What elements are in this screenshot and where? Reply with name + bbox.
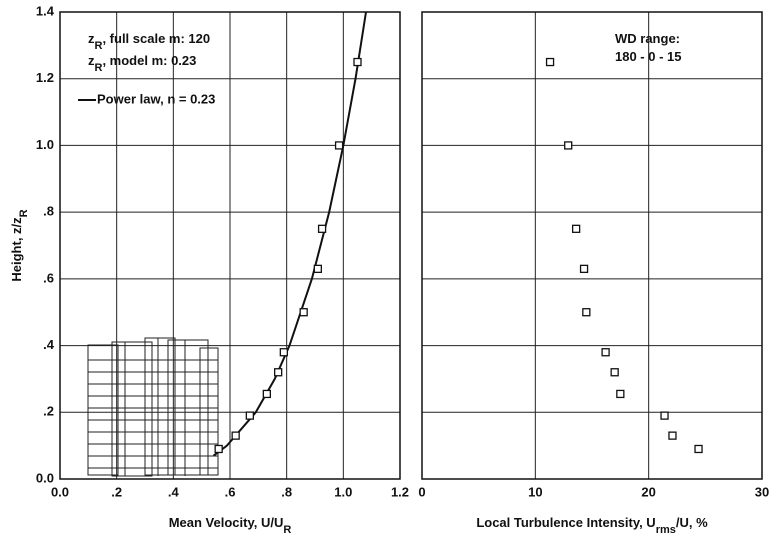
data-point [617, 390, 624, 397]
x-tick-label: 10 [528, 484, 542, 499]
data-point [573, 225, 580, 232]
x-tick-label: 30 [755, 484, 769, 499]
annotation: WD range: [615, 31, 680, 46]
data-point [669, 432, 676, 439]
x-tick-label: .8 [281, 484, 292, 499]
annotation: zR, full scale m: 120 [88, 31, 210, 51]
x-axis-label: Local Turbulence Intensity, Urms/U, % [476, 515, 708, 535]
x-tick-label: 0 [418, 484, 425, 499]
annotation-part: , full scale m: 120 [102, 31, 210, 46]
y-tick-label: .4 [43, 337, 55, 352]
annotation: 180 - 0 - 15 [615, 49, 682, 64]
x-axis-label-part: R [283, 524, 291, 536]
x-axis-label-part: /U, % [676, 515, 708, 530]
annotation-part: 180 - 0 - 15 [615, 49, 682, 64]
data-point [215, 445, 222, 452]
data-point [263, 390, 270, 397]
annotation-part: R [95, 62, 103, 74]
data-point [336, 142, 343, 149]
y-axis-label-part: R [18, 209, 30, 217]
x-tick-label: .6 [225, 484, 236, 499]
data-point [581, 265, 588, 272]
data-point [602, 349, 609, 356]
y-tick-label: .8 [43, 204, 54, 219]
legend-label: Power law, n = 0.23 [97, 91, 215, 106]
y-tick-label: 1.2 [36, 70, 54, 85]
x-tick-label: 20 [641, 484, 655, 499]
data-point [314, 265, 321, 272]
annotation-part: R [95, 40, 103, 52]
y-tick-label: .6 [43, 270, 54, 285]
data-point [354, 59, 361, 66]
data-point [275, 369, 282, 376]
x-tick-label: 1.2 [391, 484, 409, 499]
x-axis-label: Mean Velocity, U/UR [169, 515, 292, 535]
data-point [547, 59, 554, 66]
data-point [232, 432, 239, 439]
x-tick-label: .4 [168, 484, 180, 499]
building-illustration [88, 338, 218, 476]
x-tick-label: 0.0 [51, 484, 69, 499]
data-point [246, 412, 253, 419]
data-point [583, 309, 590, 316]
annotation: zR, model m: 0.23 [88, 53, 196, 73]
y-axis-label: Height, z/zR [9, 209, 29, 281]
data-point [319, 225, 326, 232]
x-axis-label-part: Local Turbulence Intensity, U [476, 515, 655, 530]
y-tick-label: 0.0 [36, 470, 54, 485]
annotation-part: , model m: 0.23 [102, 53, 196, 68]
data-point [280, 349, 287, 356]
y-tick-label: 1.0 [36, 137, 54, 152]
y-tick-label: .2 [43, 404, 54, 419]
chart: 0.0 .2 .4 .6 .8 1.0 1.2 1.4 0.0 .2 .4 .6 .8 1.0 1.2 Pow… [0, 0, 774, 539]
annotation-part: WD range: [615, 31, 680, 46]
x-axis-label-part: Mean Velocity, U/U [169, 515, 284, 530]
x-tick-label: 1.0 [334, 484, 352, 499]
data-point [661, 412, 668, 419]
data-point [300, 309, 307, 316]
y-axis-label-part: Height, z/z [9, 217, 24, 282]
plot-frame [422, 12, 762, 479]
data-point [695, 445, 702, 452]
x-tick-label: .2 [111, 484, 122, 499]
y-tick-label: 1.4 [36, 3, 55, 18]
data-point [565, 142, 572, 149]
x-axis-label-part: rms [656, 524, 676, 536]
data-point [611, 369, 618, 376]
